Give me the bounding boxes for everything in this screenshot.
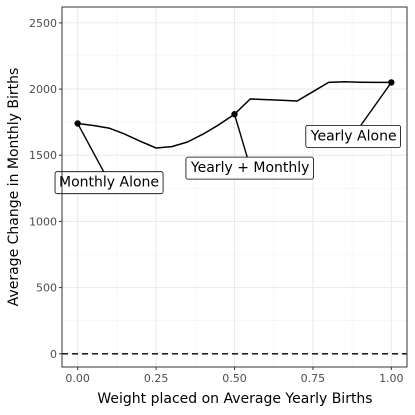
y-tick-label: 0 [50,348,57,361]
x-tick-label: 0.50 [222,372,247,385]
x-tick-label: 0.75 [301,372,326,385]
annotation: Yearly Alone [305,82,401,148]
y-tick-label: 1500 [29,149,57,162]
y-axis-ticks: 0 500 1000 1500 2000 2500 [29,17,62,361]
y-tick-label: 500 [36,282,57,295]
x-tick-label: 0.00 [65,372,90,385]
annotation: Yearly + Monthly [185,114,314,180]
highlight-point [74,120,81,127]
y-tick-label: 1000 [29,215,57,228]
annotation-label-box [185,156,314,180]
annotation-label-box [54,171,164,195]
annotation-label: Yearly + Monthly [190,160,310,176]
y-tick-label: 2500 [29,17,57,30]
x-tick-label: 0.25 [144,372,169,385]
y-axis-title: Average Change in Monthly Births [6,68,22,307]
x-axis-ticks: 0.00 0.25 0.50 0.75 1.00 [65,367,404,385]
highlight-point [388,79,395,86]
annotation-label-box [305,124,401,148]
y-tick-label: 2000 [29,83,57,96]
x-axis-title: Weight placed on Average Yearly Births [97,391,372,407]
annotation: Monthly Alone [54,123,164,195]
annotation-label: Monthly Alone [59,175,159,191]
annotation-label: Yearly Alone [310,128,397,144]
highlight-point [231,111,238,118]
x-tick-label: 1.00 [379,372,404,385]
